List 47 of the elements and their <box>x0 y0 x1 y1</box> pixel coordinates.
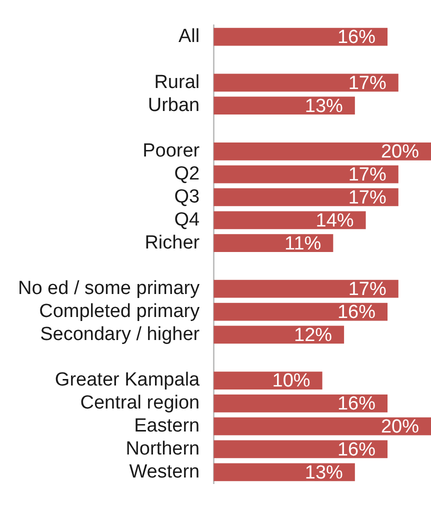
data-label: 13% <box>304 462 344 484</box>
data-label: 20% <box>380 142 420 163</box>
y-tick-label: Northern <box>126 438 200 460</box>
y-tick-label: Eastern <box>134 416 200 437</box>
data-label: 12% <box>294 324 332 346</box>
bar <box>214 165 398 184</box>
data-label: 20% <box>380 416 420 438</box>
data-label: 17% <box>348 164 386 186</box>
y-tick-label: Completed primary <box>39 301 200 322</box>
data-label: 10% <box>272 370 310 392</box>
y-tick-label: Urban <box>148 94 200 116</box>
y-tick-label: Western <box>129 461 200 482</box>
bar <box>214 372 322 390</box>
bar <box>214 417 431 436</box>
y-tick-label: Greater Kampala <box>54 370 200 391</box>
y-tick-label: All <box>178 26 200 48</box>
data-label: 17% <box>348 72 386 94</box>
y-tick-label: No ed / some primary <box>18 278 200 300</box>
data-label: 13% <box>304 96 344 117</box>
data-label: 17% <box>348 187 386 208</box>
data-label: 14% <box>316 210 354 232</box>
data-label: 11% <box>284 233 322 254</box>
y-tick-label: Q3 <box>174 186 200 208</box>
data-label: 16% <box>337 27 376 48</box>
y-tick-label: Q4 <box>174 209 200 230</box>
bar <box>214 394 388 412</box>
bar <box>214 74 398 92</box>
y-tick-label: Rural <box>154 72 200 93</box>
data-label: 16% <box>337 302 376 324</box>
data-label: 16% <box>337 394 376 415</box>
y-tick-label: Richer <box>144 232 200 254</box>
y-tick-label: Poorer <box>142 140 200 162</box>
bar <box>214 96 355 115</box>
bar <box>214 280 398 298</box>
bar <box>214 211 366 230</box>
bar <box>214 440 388 458</box>
y-tick-label: Central region <box>80 392 200 414</box>
bar <box>214 188 398 206</box>
bar <box>214 463 355 482</box>
bar <box>214 234 334 252</box>
data-label: 16% <box>337 439 376 460</box>
data-label: 17% <box>348 279 386 300</box>
bar <box>214 302 388 321</box>
y-tick-label: Secondary / higher <box>40 324 200 345</box>
bar <box>214 28 388 46</box>
bar <box>214 142 431 160</box>
y-tick-label: Q2 <box>174 164 200 185</box>
